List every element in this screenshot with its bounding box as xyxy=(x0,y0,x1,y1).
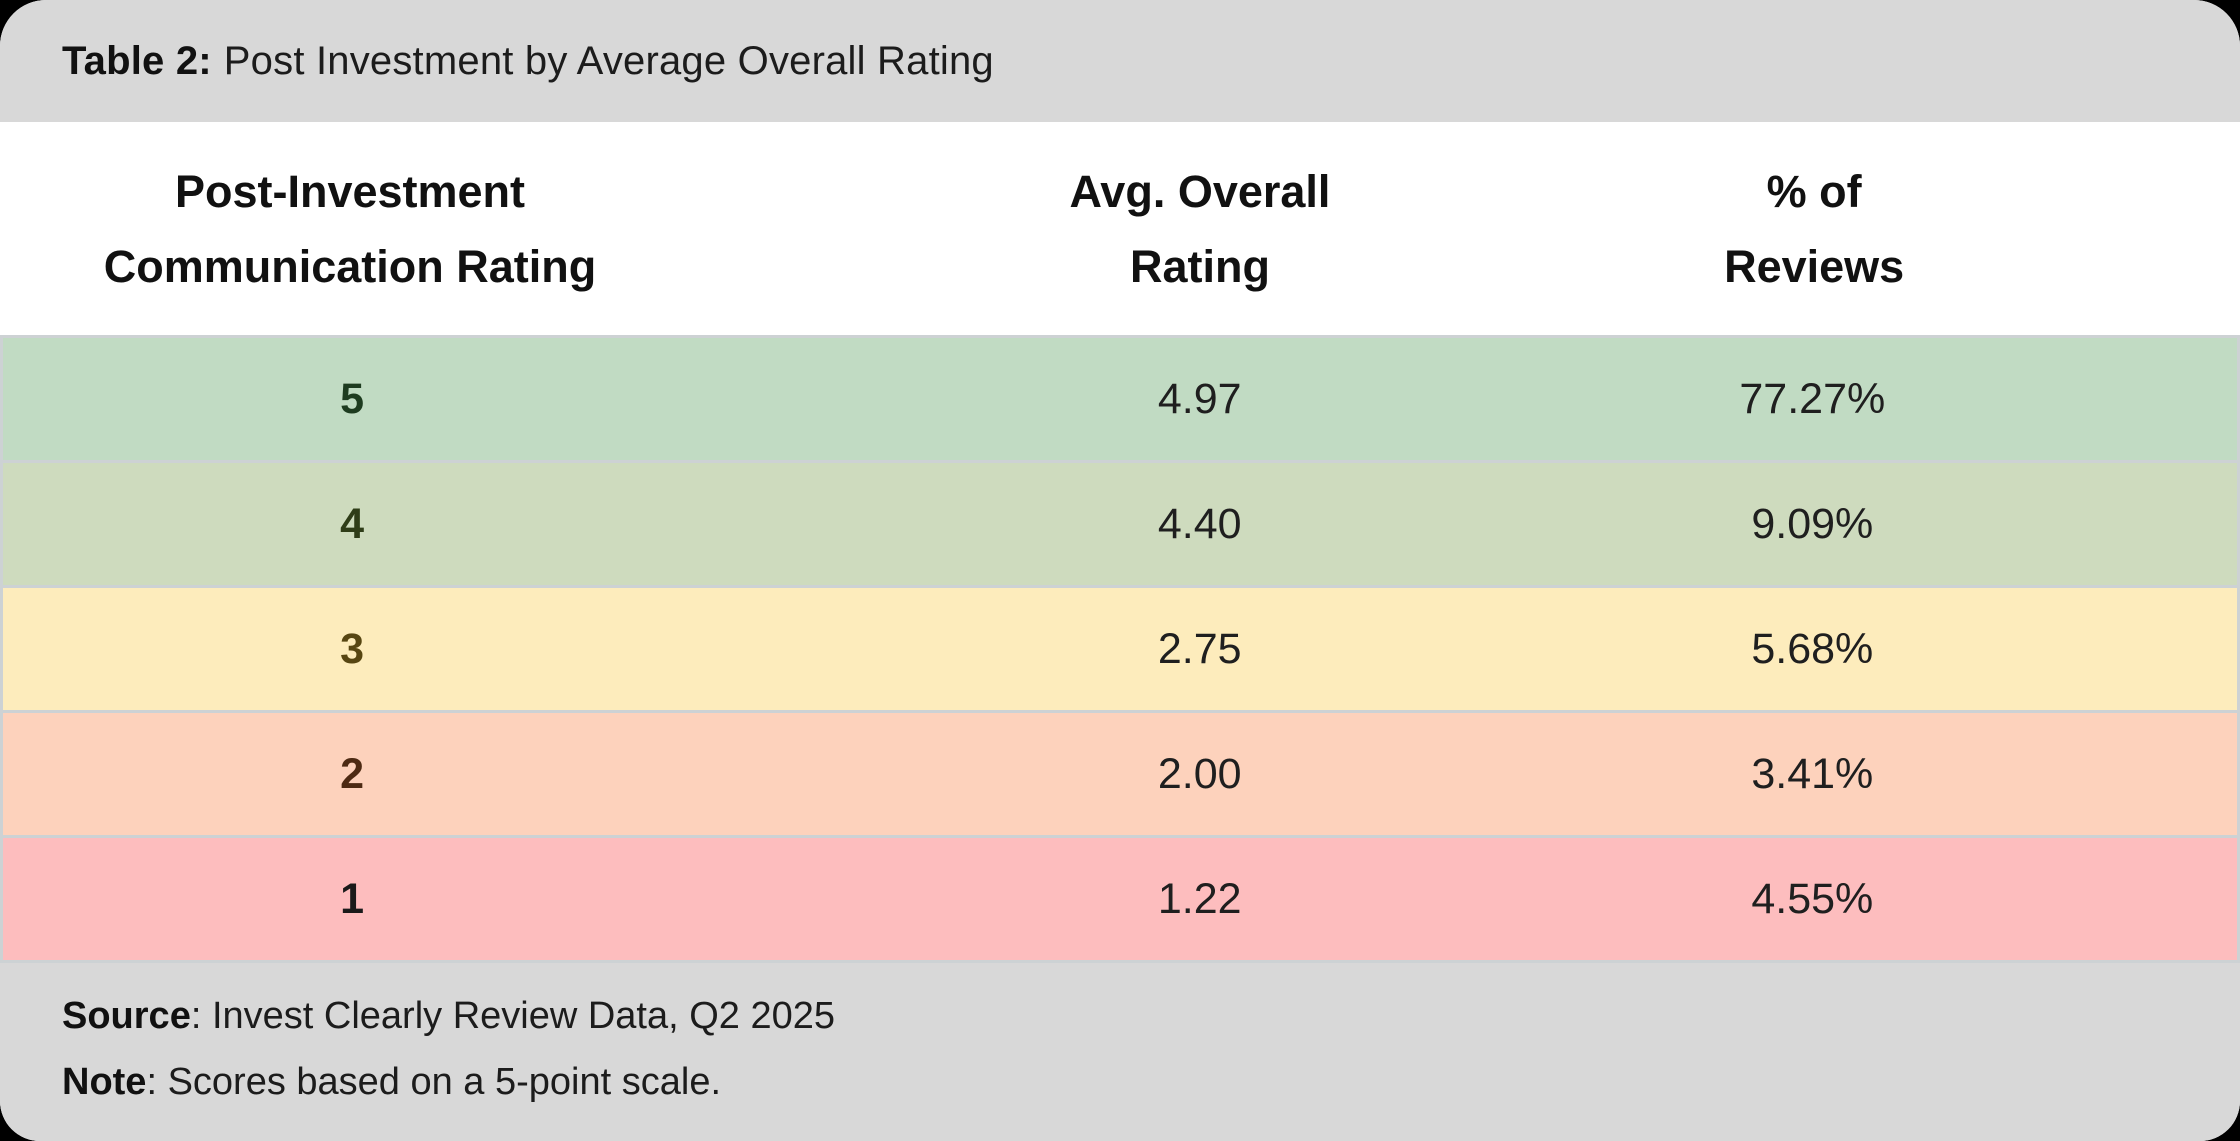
avg-rating-cell: 2.00 xyxy=(1157,749,1242,798)
table-title-label: Table 2: xyxy=(62,38,212,83)
table-header-row: Post-Investment Communication Rating Avg… xyxy=(0,122,2240,335)
rating-cell: 1 xyxy=(340,874,365,923)
avg-rating-cell: 4.97 xyxy=(1157,374,1242,423)
avg-rating-cell: 4.40 xyxy=(1157,499,1242,548)
table-row: 2 2.00 3.41% xyxy=(3,710,2237,835)
avg-rating-cell: 1.22 xyxy=(1157,874,1242,923)
note-line: Note: Scores based on a 5-point scale. xyxy=(62,1063,2178,1101)
table-footer: Source: Invest Clearly Review Data, Q2 2… xyxy=(0,963,2240,1141)
pct-reviews-cell: 9.09% xyxy=(1751,499,1874,548)
note-label: Note xyxy=(62,1061,147,1103)
header-line: Avg. Overall xyxy=(1069,165,1331,217)
table-row: 1 1.22 4.55% xyxy=(3,835,2237,960)
table-body: 5 4.97 77.27% 4 4.40 9.09% 3 2.75 5.68% … xyxy=(0,335,2240,963)
table-title-text: Post Investment by Average Overall Ratin… xyxy=(223,38,994,83)
header-line: Post-Investment xyxy=(174,165,526,217)
table-row: 5 4.97 77.27% xyxy=(3,335,2237,460)
header-line: Reviews xyxy=(1724,240,1905,292)
header-line: % of xyxy=(1766,165,1862,217)
pct-reviews-cell: 3.41% xyxy=(1751,749,1874,798)
avg-rating-cell: 2.75 xyxy=(1157,624,1242,673)
rating-cell: 4 xyxy=(340,499,365,548)
source-text: : Invest Clearly Review Data, Q2 2025 xyxy=(190,995,836,1037)
rating-cell: 5 xyxy=(340,374,365,423)
pct-reviews-cell: 77.27% xyxy=(1739,374,1886,423)
pct-reviews-cell: 4.55% xyxy=(1751,874,1874,923)
table-row: 3 2.75 5.68% xyxy=(3,585,2237,710)
note-text: : Scores based on a 5-point scale. xyxy=(146,1061,722,1103)
table-title-bar: Table 2: Post Investment by Average Over… xyxy=(0,0,2240,122)
source-label: Source xyxy=(62,995,191,1037)
header-avg-overall-rating: Avg. Overall Rating xyxy=(700,169,1700,289)
source-line: Source: Invest Clearly Review Data, Q2 2… xyxy=(62,997,2178,1035)
table-row: 4 4.40 9.09% xyxy=(3,460,2237,585)
header-line: Communication Rating xyxy=(103,240,597,292)
pct-reviews-cell: 5.68% xyxy=(1751,624,1874,673)
header-line: Rating xyxy=(1129,240,1270,292)
rating-cell: 2 xyxy=(340,749,365,798)
rating-cell: 3 xyxy=(340,624,365,673)
header-pct-of-reviews: % of Reviews xyxy=(1700,169,1928,289)
header-communication-rating: Post-Investment Communication Rating xyxy=(0,169,700,289)
